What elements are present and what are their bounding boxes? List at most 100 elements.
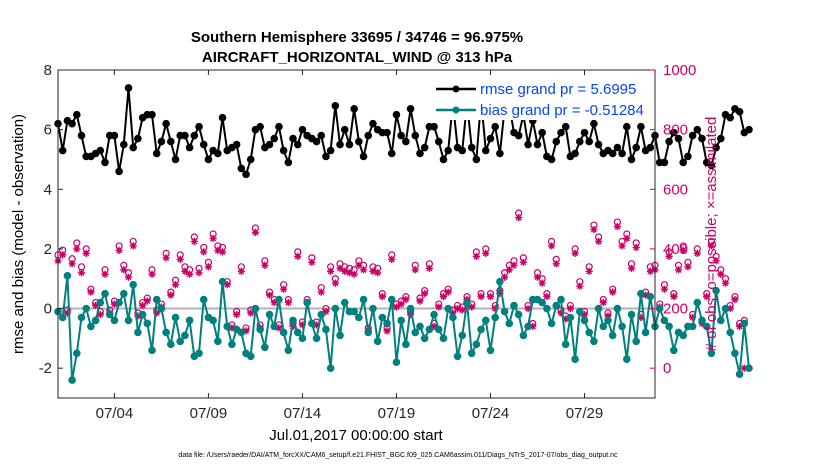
rmse-point (246, 155, 255, 164)
rmse-point (660, 158, 669, 167)
rmse-point (561, 122, 570, 131)
x-tick-label: 07/04 (96, 405, 134, 422)
bias-point (256, 325, 264, 334)
obs-assimilated-point (599, 298, 607, 307)
y-right-tick-label: 1000 (663, 62, 696, 79)
rmse-point (73, 110, 81, 119)
obs-assimilated-point (684, 263, 692, 271)
rmse-point (439, 155, 448, 164)
bias-point (369, 304, 377, 313)
obs-assimilated-point (712, 257, 720, 265)
rmse-point (58, 146, 67, 155)
rmse-point (533, 140, 542, 149)
bias-point (500, 307, 509, 316)
bias-point (622, 355, 631, 364)
bias-point (665, 322, 673, 331)
obs-assimilated-point (190, 237, 198, 246)
obs-assimilated-point (312, 321, 321, 329)
obs-assimilated-point (378, 293, 386, 301)
rmse-point (637, 122, 645, 131)
y-right-tick-label: 600 (663, 181, 688, 198)
obs-assimilated-point (298, 321, 307, 329)
obs-assimilated-point (435, 303, 443, 311)
legend-bias-marker (452, 106, 460, 114)
bias-point (402, 340, 410, 349)
obs-assimilated-point (148, 270, 156, 278)
bias-point (383, 319, 391, 328)
rmse-point (467, 143, 476, 152)
obs-assimilated-point (444, 288, 452, 296)
obs-assimilated-point (557, 309, 565, 317)
obs-assimilated-point (637, 313, 645, 322)
rmse-point (293, 140, 302, 149)
obs-assimilated-point (496, 290, 504, 298)
rmse-point (444, 146, 452, 155)
rmse-point (571, 149, 579, 158)
obs-assimilated-point (674, 266, 683, 274)
obs-assimilated-point (632, 243, 640, 252)
bias-point (566, 313, 575, 322)
obs-assimilated-point (341, 267, 349, 275)
rmse-point (580, 128, 589, 137)
obs-assimilated-point (280, 285, 288, 293)
rmse-point (68, 119, 76, 128)
obs-assimilated-point (284, 298, 292, 307)
bias-point (58, 313, 67, 322)
obs-assimilated-point (472, 252, 480, 260)
bias-point (162, 328, 170, 337)
obs-assimilated-point (171, 281, 180, 289)
obs-assimilated-point (359, 266, 368, 274)
obs-assimilated-point (477, 293, 485, 301)
bias-point (712, 286, 720, 295)
rmse-point (674, 134, 683, 143)
y-left-tick-label: 6 (44, 122, 52, 139)
obs-assimilated-point (275, 324, 283, 332)
bias-point (91, 316, 100, 325)
obs-assimilated-point (77, 269, 86, 277)
bias-point (486, 346, 495, 355)
obs-assimilated-point (529, 322, 537, 331)
rmse-point (613, 143, 622, 152)
rmse-point (256, 122, 264, 131)
obs-assimilated-point (543, 293, 551, 301)
rmse-point (481, 146, 490, 155)
y-right-tick-label: 0 (663, 360, 671, 377)
rmse-point (552, 137, 561, 146)
rmse-point (326, 146, 335, 155)
bias-point (604, 316, 612, 325)
rmse-point (717, 134, 725, 143)
bias-point (472, 340, 481, 349)
bias-point (115, 298, 123, 307)
obs-assimilated-point (717, 270, 725, 278)
bias-point (195, 349, 203, 358)
bias-point (613, 304, 622, 313)
bias-point (167, 340, 175, 349)
rmse-point (317, 131, 326, 140)
obs-assimilated-point (327, 267, 335, 275)
rmse-point (684, 152, 692, 161)
bias-point (660, 316, 669, 325)
bias-point (702, 322, 711, 331)
bias-point (467, 349, 476, 358)
y-axis-left-label: rmse and bias (model - observation) (10, 114, 27, 354)
rmse-point (387, 149, 396, 158)
obs-assimilated-point (707, 242, 716, 250)
obs-assimilated-point (129, 242, 137, 250)
obs-assimilated-point (120, 266, 128, 274)
bias-point (392, 358, 401, 367)
rmse-point (115, 167, 123, 176)
rmse-point (608, 149, 617, 158)
bias-point (477, 325, 485, 334)
rmse-point (101, 158, 109, 167)
obs-assimilated-point (416, 297, 424, 305)
obs-assimilated-point (731, 296, 739, 304)
rmse-point (171, 155, 180, 164)
obs-assimilated-point (186, 270, 194, 278)
obs-assimilated-point (500, 273, 509, 281)
obs-assimilated-point (547, 242, 556, 250)
rmse-point (712, 143, 720, 152)
bias-point (157, 304, 166, 313)
rmse-point (411, 131, 420, 140)
rmse-point (157, 137, 166, 146)
bias-point (355, 313, 363, 322)
